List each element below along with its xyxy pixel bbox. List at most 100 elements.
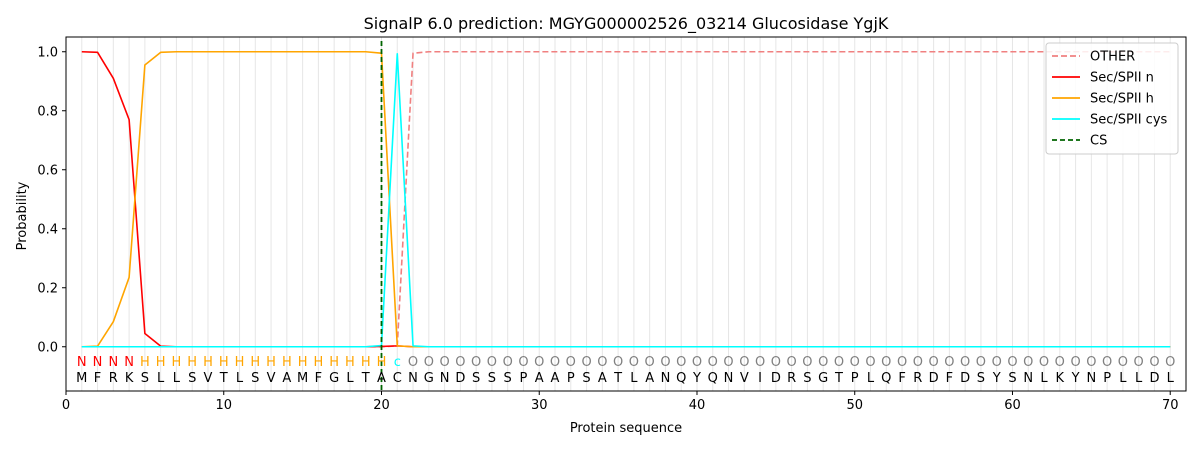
residue-label: c <box>394 355 401 370</box>
plot-frame <box>65 36 1187 392</box>
residue-label: O <box>581 355 591 370</box>
sequence-residue: T <box>219 371 228 386</box>
sequence-residue: R <box>787 371 796 386</box>
axis-ticks: 0 10 20 30 40 50 60 70 0.0 0.2 0.4 0.6 0.8 1.0 <box>37 45 1178 413</box>
sequence-residue: N <box>661 371 671 386</box>
residue-label: O <box>771 355 781 370</box>
residue-label: O <box>992 355 1002 370</box>
residue-label: H <box>266 355 276 370</box>
y-axis-title: Probability <box>15 181 30 250</box>
sequence-residue: Q <box>881 371 891 386</box>
sequence-residue: N <box>1023 371 1033 386</box>
chart-title: SignalP 6.0 prediction: MGYG000002526_03… <box>364 14 889 34</box>
residue-label: O <box>566 355 576 370</box>
residue-label: H <box>235 355 245 370</box>
sequence-residue: A <box>598 371 607 386</box>
sequence-residue: F <box>94 371 101 386</box>
grid-lines <box>81 37 1171 391</box>
residue-label: O <box>708 355 718 370</box>
sequence-residue: S <box>251 371 259 386</box>
residue-label: O <box>802 355 812 370</box>
sequence-residue: N <box>408 371 418 386</box>
residue-label: O <box>881 355 891 370</box>
residue-label: O <box>629 355 639 370</box>
sequence-residue: M <box>76 371 87 386</box>
residue-label: O <box>550 355 560 370</box>
residue-label: O <box>645 355 655 370</box>
residue-label: O <box>676 355 686 370</box>
residue-label: O <box>1055 355 1065 370</box>
residue-label: O <box>424 355 434 370</box>
residue-label: O <box>834 355 844 370</box>
sequence-residue: A <box>377 371 386 386</box>
residue-label: O <box>455 355 465 370</box>
residue-label: O <box>1086 355 1096 370</box>
residue-label: H <box>187 355 197 370</box>
sequence-residue: D <box>455 371 465 386</box>
sequence-residue: G <box>329 371 339 386</box>
x-tick-label: 30 <box>531 398 548 413</box>
sequence-residue: K <box>1056 371 1065 386</box>
x-tick-label: 70 <box>1162 398 1179 413</box>
sequence-residue: L <box>346 371 354 386</box>
sequence-residue: I <box>758 371 762 386</box>
residue-label: O <box>534 355 544 370</box>
sequence-residue: P <box>567 371 575 386</box>
sequence-residue: Q <box>676 371 686 386</box>
residue-label: H <box>219 355 229 370</box>
residue-label: O <box>944 355 954 370</box>
sequence-residue: L <box>630 371 638 386</box>
sequence-residue: Q <box>708 371 718 386</box>
series-line-sec-spii-cys <box>81 53 1171 348</box>
residue-label: O <box>739 355 749 370</box>
x-tick-label: 60 <box>1004 398 1021 413</box>
residue-label: O <box>865 355 875 370</box>
sequence-residue: F <box>898 371 905 386</box>
residue-label: O <box>439 355 449 370</box>
sequence-residue: M <box>297 371 308 386</box>
sequence-residue: R <box>913 371 922 386</box>
residue-label: O <box>960 355 970 370</box>
sequence-residue: D <box>929 371 939 386</box>
sequence-residue: L <box>236 371 244 386</box>
sequence-residue: Y <box>1071 371 1080 386</box>
legend-label: Sec/SPII h <box>1090 92 1154 107</box>
residue-label: O <box>518 355 528 370</box>
sequence-residue: F <box>315 371 322 386</box>
sequence-residue: G <box>424 371 434 386</box>
sequence-residue: V <box>204 371 213 386</box>
residue-label: O <box>597 355 607 370</box>
residue-label: O <box>692 355 702 370</box>
residue-label: O <box>818 355 828 370</box>
residue-label: H <box>314 355 324 370</box>
legend-label: OTHER <box>1090 50 1135 65</box>
residue-label: H <box>345 355 355 370</box>
series-lines <box>81 41 1171 391</box>
x-tick-label: 0 <box>62 398 70 413</box>
x-tick-label: 10 <box>215 398 232 413</box>
residue-label: H <box>361 355 371 370</box>
residue-label: H <box>203 355 213 370</box>
y-tick-label: 0.6 <box>37 163 58 178</box>
sequence-residue: T <box>613 371 622 386</box>
residue-label: O <box>613 355 623 370</box>
residue-label: H <box>140 355 150 370</box>
residue-label: O <box>660 355 670 370</box>
residue-label: O <box>913 355 923 370</box>
sequence-residue: P <box>520 371 528 386</box>
residue-label: H <box>156 355 166 370</box>
residue-label: O <box>487 355 497 370</box>
residue-label: H <box>298 355 308 370</box>
legend: OTHER Sec/SPII n Sec/SPII h Sec/SPII cys CS <box>1045 42 1179 155</box>
residue-label: O <box>408 355 418 370</box>
residue-label: N <box>124 355 134 370</box>
residue-label: O <box>1165 355 1175 370</box>
sequence-residue: S <box>141 371 149 386</box>
residue-label: O <box>897 355 907 370</box>
sequence-residue: Y <box>692 371 701 386</box>
residue-label: O <box>1023 355 1033 370</box>
sequence-residue: A <box>535 371 544 386</box>
residue-label: O <box>1149 355 1159 370</box>
